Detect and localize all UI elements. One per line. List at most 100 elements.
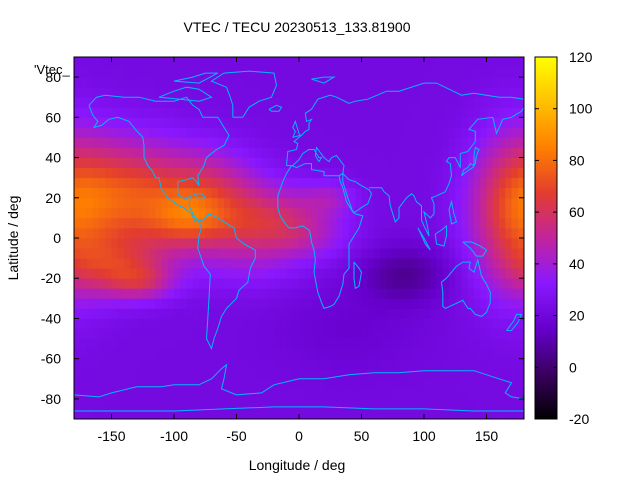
heatmap-cell — [92, 117, 100, 128]
heatmap-cell — [186, 127, 194, 138]
heatmap-cell — [142, 117, 150, 128]
heatmap-cell — [261, 137, 269, 148]
heatmap-cell — [217, 157, 225, 169]
heatmap-cell — [380, 217, 387, 229]
heatmap-cell — [286, 368, 294, 380]
heatmap-cell — [399, 378, 406, 390]
heatmap-cell — [380, 278, 387, 289]
heatmap-cell — [467, 398, 475, 410]
heatmap-cell — [499, 278, 506, 289]
heatmap-cell — [411, 227, 419, 239]
heatmap-cell — [311, 117, 319, 128]
heatmap-cell — [255, 318, 262, 329]
heatmap-cell — [342, 408, 350, 420]
heatmap-cell — [74, 318, 81, 329]
heatmap-cell — [449, 388, 456, 400]
heatmap-cell — [511, 378, 519, 390]
heatmap-cell — [286, 177, 294, 189]
heatmap-cell — [517, 77, 525, 88]
heatmap-cell — [399, 97, 406, 108]
heatmap-cell — [217, 197, 225, 209]
heatmap-cell — [467, 298, 475, 309]
heatmap-cell — [74, 398, 81, 410]
coastline — [462, 241, 488, 257]
heatmap-cell — [249, 348, 256, 360]
heatmap-cell — [136, 298, 144, 309]
heatmap-cell — [192, 268, 200, 279]
heatmap-cell — [261, 398, 269, 410]
heatmap-cell — [449, 308, 456, 319]
heatmap-cell — [342, 278, 350, 289]
heatmap-cell — [467, 278, 475, 289]
heatmap-cell — [267, 187, 275, 199]
heatmap-cell — [74, 217, 81, 229]
heatmap-cell — [392, 87, 400, 98]
heatmap-cell — [442, 57, 450, 68]
heatmap-cell — [311, 197, 319, 209]
heatmap-cell — [186, 137, 194, 148]
heatmap-cell — [392, 308, 400, 319]
heatmap-cell — [324, 187, 331, 199]
heatmap-cell — [155, 238, 162, 249]
heatmap-cell — [217, 97, 225, 108]
heatmap-cell — [305, 388, 312, 400]
heatmap-cell — [336, 177, 344, 189]
heatmap-cell — [499, 147, 506, 158]
heatmap-cell — [142, 238, 150, 249]
heatmap-cell — [249, 378, 256, 390]
heatmap-cell — [392, 318, 400, 329]
heatmap-cell — [392, 278, 400, 289]
heatmap-cell — [392, 157, 400, 169]
heatmap-cell — [255, 288, 262, 299]
heatmap-cell — [280, 288, 287, 299]
heatmap-cell — [367, 348, 375, 360]
heatmap-cell — [274, 328, 281, 339]
heatmap-cell — [280, 268, 287, 279]
heatmap-cell — [224, 398, 231, 410]
heatmap-cell — [192, 238, 200, 249]
heatmap-cell — [355, 248, 362, 259]
heatmap-cell — [192, 298, 200, 309]
heatmap-cell — [161, 378, 169, 390]
heatmap-cell — [486, 207, 494, 219]
heatmap-cell — [424, 368, 431, 380]
heatmap-cell — [299, 368, 306, 380]
heatmap-cell — [80, 197, 87, 209]
heatmap-cell — [511, 87, 519, 98]
heatmap-cell — [367, 328, 375, 339]
heatmap-cell — [349, 308, 356, 319]
heatmap-cell — [180, 137, 187, 148]
heatmap-cell — [105, 368, 112, 380]
heatmap-cell — [180, 368, 187, 380]
heatmap-cell — [317, 57, 325, 68]
heatmap-cell — [99, 258, 106, 269]
heatmap-cell — [130, 77, 137, 88]
heatmap-cell — [486, 167, 494, 179]
heatmap-cell — [517, 278, 525, 289]
heatmap-cell — [205, 318, 212, 329]
heatmap-cell — [199, 167, 206, 179]
heatmap-cell — [349, 67, 356, 78]
heatmap-cell — [199, 338, 206, 350]
heatmap-cell — [224, 137, 231, 148]
heatmap-cell — [336, 157, 344, 169]
heatmap-cell — [224, 57, 231, 68]
heatmap-cell — [505, 227, 512, 239]
heatmap-cell — [330, 127, 337, 138]
heatmap-cell — [505, 207, 512, 219]
heatmap-cell — [292, 207, 300, 219]
coastline — [158, 86, 213, 102]
heatmap-cell — [242, 378, 250, 390]
heatmap-cell — [430, 87, 437, 98]
heatmap-cell — [317, 258, 325, 269]
heatmap-cell — [136, 308, 144, 319]
heatmap-cell — [274, 187, 281, 199]
heatmap-cell — [342, 338, 350, 350]
heatmap-cell — [367, 217, 375, 229]
heatmap-cell — [255, 147, 262, 158]
heatmap-cell — [342, 308, 350, 319]
heatmap-cell — [105, 278, 112, 289]
heatmap-cell — [230, 268, 237, 279]
heatmap-cell — [149, 268, 156, 279]
heatmap-cell — [136, 378, 144, 390]
